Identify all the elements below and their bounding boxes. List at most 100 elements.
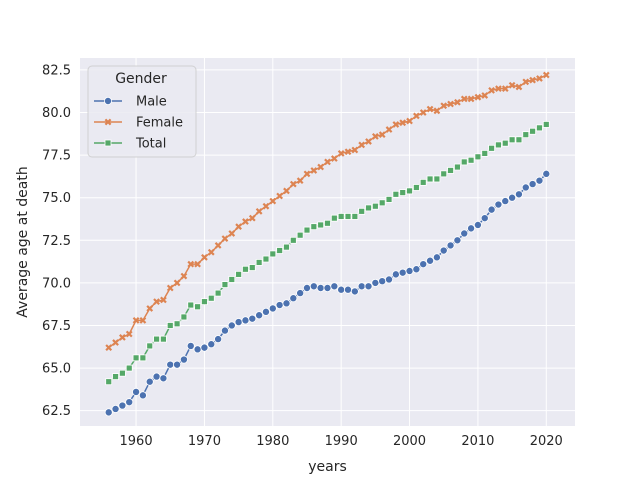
legend-label-total: Total [135,137,166,152]
data-point-total [358,207,366,215]
data-point-male [234,318,243,327]
data-point-female [105,344,113,352]
data-point-total [337,213,345,220]
data-point-male [220,326,229,335]
y-tick-label: 67.5 [42,319,71,334]
data-point-male [241,316,250,325]
data-point-female [351,146,359,154]
data-point-female [508,81,516,89]
y-tick-label: 65.0 [42,362,71,377]
data-point-total [385,196,393,203]
data-point-female [495,85,502,93]
data-point-female [187,260,195,268]
data-point-female [474,93,482,101]
data-point-male [118,401,127,410]
data-point-total [118,369,126,377]
data-point-total [207,294,215,302]
data-point-male [330,282,339,291]
data-point-female [166,284,174,292]
data-point-total [495,141,502,149]
data-point-male [104,408,113,417]
data-point-female [460,95,468,103]
data-point-male [535,176,544,185]
series-male [104,169,551,417]
data-point-total [365,204,372,212]
data-point-female [228,230,236,237]
y-tick-label: 75.0 [42,191,71,206]
data-point-total [406,187,413,195]
data-point-female [522,78,530,86]
data-point-female [515,83,523,91]
data-point-female [132,316,140,324]
data-point-total [454,163,461,171]
data-point-female [221,235,229,242]
data-point-male [159,374,168,383]
data-point-total [419,178,427,186]
data-point-total [166,322,174,329]
data-point-male [494,200,503,209]
data-point-female [378,131,386,139]
data-point-male [227,321,236,330]
data-point-male [357,282,366,291]
data-point-total [412,184,420,191]
data-point-male [173,360,182,369]
data-point-total [296,231,304,239]
data-point-male [426,256,435,265]
data-point-total [214,289,222,297]
data-point-male [514,190,523,199]
data-point-total [440,170,448,178]
y-tick-labels: 62.5 65.0 67.5 70.0 72.5 75.0 77.5 80.0 82.5 [42,63,71,419]
data-point-female [283,187,290,195]
data-point-male [316,283,325,292]
data-point-total [112,373,119,380]
data-point-total [160,335,167,343]
data-point-male [275,301,284,310]
data-point-female [426,105,434,113]
data-point-male [302,283,311,292]
data-point-total [289,236,297,244]
y-tick-label: 72.5 [42,234,71,249]
y-tick-label: 77.5 [42,149,71,164]
y-tick-label: 62.5 [42,404,71,419]
data-point-female [303,170,311,178]
data-point-total [351,213,359,220]
data-point-total [392,190,400,198]
legend-label-female: Female [136,116,183,131]
data-point-total [235,270,243,278]
y-axis-label: Average age at death [15,166,31,317]
data-point-total [467,156,475,164]
series-layer [104,71,551,417]
data-point-female [324,158,331,166]
x-axis-label: years [308,459,347,475]
data-point-male [521,183,530,192]
data-point-male [282,299,291,308]
legend: Gender Male Female Total [87,65,197,158]
data-point-male [145,377,154,386]
data-point-total [399,189,407,196]
data-point-female [406,117,413,125]
data-point-total [269,250,277,258]
data-point-female [207,248,215,256]
data-point-female [173,279,181,287]
data-point-total [303,226,311,234]
x-tick-label: 2000 [393,434,426,449]
data-point-female [262,202,270,210]
data-point-female [385,126,393,133]
data-point-female [296,177,304,185]
data-point-female [392,121,400,128]
data-point-female [125,330,133,338]
data-point-male [487,205,496,214]
data-point-total [132,354,140,362]
data-point-female [365,138,372,145]
data-point-male [364,282,373,291]
data-point-female [276,192,284,200]
x-tick-label: 2010 [461,434,494,449]
data-point-male [248,314,257,323]
legend-box [87,65,197,158]
data-point-male [453,236,462,245]
data-point-total [317,221,325,229]
data-point-male [255,311,264,320]
data-point-total [447,167,454,174]
legend-title: Gender [115,71,167,87]
